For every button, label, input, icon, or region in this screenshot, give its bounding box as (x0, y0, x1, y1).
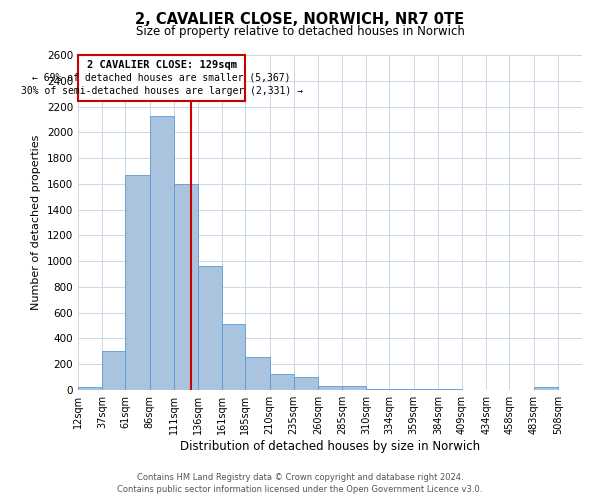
Text: Contains HM Land Registry data © Crown copyright and database right 2024.
Contai: Contains HM Land Registry data © Crown c… (118, 473, 482, 494)
Bar (294, 377, 318, 390)
Bar (318, 386, 342, 390)
Text: 2 CAVALIER CLOSE: 129sqm: 2 CAVALIER CLOSE: 129sqm (86, 60, 236, 70)
Bar (269, 374, 294, 390)
Bar (102, 352, 125, 390)
Y-axis label: Number of detached properties: Number of detached properties (31, 135, 41, 310)
Bar (245, 357, 269, 390)
Text: ← 69% of detached houses are smaller (5,367): ← 69% of detached houses are smaller (5,… (32, 72, 291, 83)
Bar (198, 266, 222, 390)
Bar (149, 116, 174, 390)
Bar (533, 388, 558, 390)
Text: Size of property relative to detached houses in Norwich: Size of property relative to detached ho… (136, 25, 464, 38)
Bar (125, 175, 149, 390)
Bar (342, 386, 366, 390)
Bar (78, 55, 245, 100)
Text: 2, CAVALIER CLOSE, NORWICH, NR7 0TE: 2, CAVALIER CLOSE, NORWICH, NR7 0TE (136, 12, 464, 28)
Bar (366, 388, 389, 390)
Text: 30% of semi-detached houses are larger (2,331) →: 30% of semi-detached houses are larger (… (20, 86, 302, 96)
X-axis label: Distribution of detached houses by size in Norwich: Distribution of detached houses by size … (180, 440, 480, 453)
Bar (78, 388, 102, 390)
Bar (222, 324, 245, 390)
Bar (174, 184, 198, 390)
